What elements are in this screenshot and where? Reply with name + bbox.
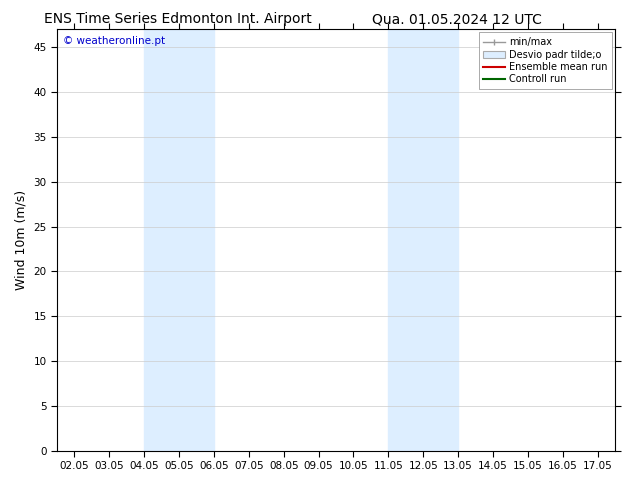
- Y-axis label: Wind 10m (m/s): Wind 10m (m/s): [15, 190, 28, 290]
- Bar: [145, 29, 214, 451]
- Text: © weatheronline.pt: © weatheronline.pt: [63, 36, 165, 46]
- Text: Qua. 01.05.2024 12 UTC: Qua. 01.05.2024 12 UTC: [372, 12, 541, 26]
- Legend: min/max, Desvio padr tilde;o, Ensemble mean run, Controll run: min/max, Desvio padr tilde;o, Ensemble m…: [479, 32, 612, 89]
- Bar: [388, 29, 458, 451]
- Text: ENS Time Series Edmonton Int. Airport: ENS Time Series Edmonton Int. Airport: [44, 12, 311, 26]
